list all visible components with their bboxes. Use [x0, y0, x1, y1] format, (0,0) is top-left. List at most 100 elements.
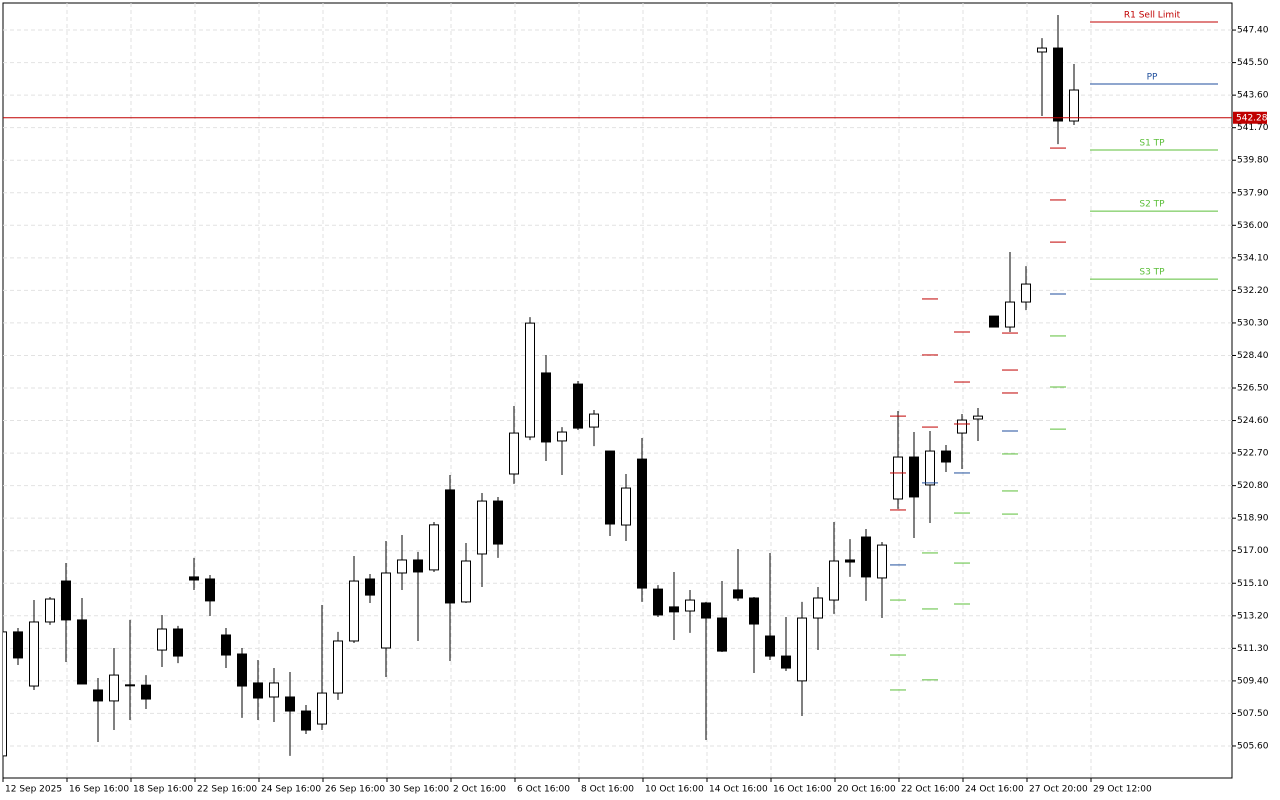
candle-body — [877, 544, 887, 579]
x-tick-label: 10 Oct 16:00 — [645, 785, 704, 795]
candle-body — [845, 559, 855, 563]
y-tick-label: 530.30 — [1237, 318, 1269, 328]
x-tick-label: 24 Sep 16:00 — [261, 785, 321, 795]
candle-body — [653, 588, 663, 616]
candle-body — [669, 606, 679, 613]
y-tick-label: 526.50 — [1237, 384, 1269, 394]
candle-body — [573, 383, 583, 429]
candle-body — [493, 500, 503, 545]
candle-body — [269, 682, 279, 698]
candle-body — [29, 621, 39, 687]
candle-body — [173, 628, 183, 657]
candle-body — [205, 578, 215, 602]
candle-body — [941, 450, 951, 463]
y-tick-label: 541.70 — [1237, 123, 1269, 133]
candle-body — [989, 315, 999, 328]
candle-body — [717, 617, 727, 652]
x-tick-label: 14 Oct 16:00 — [709, 785, 768, 795]
plot-frame — [2, 2, 1233, 779]
candle-body — [685, 599, 695, 612]
grid — [3, 3, 1232, 778]
candle-body — [3, 631, 7, 757]
candle-body — [621, 487, 631, 526]
y-tick-label: 511.30 — [1237, 644, 1269, 654]
candle-body — [589, 413, 599, 428]
y-tick-label: 517.00 — [1237, 546, 1269, 556]
candle-body — [1069, 89, 1079, 122]
candle-body — [45, 598, 55, 623]
x-tick-label: 27 Oct 20:00 — [1029, 785, 1088, 795]
candle-body — [77, 619, 87, 685]
candle-body — [333, 640, 343, 694]
candle-body — [525, 322, 535, 438]
candle-body — [909, 456, 919, 498]
candle-body — [125, 684, 135, 687]
candle-body — [237, 653, 247, 687]
candle-body — [477, 500, 487, 555]
candle-body — [781, 655, 791, 669]
candle-body — [893, 456, 903, 500]
x-tick-label: 26 Sep 16:00 — [325, 785, 385, 795]
y-tick-label: 515.10 — [1237, 579, 1269, 589]
x-tick-label: 6 Oct 16:00 — [517, 785, 570, 795]
candle-body — [317, 692, 327, 725]
current-price-label: 542.28 — [1236, 113, 1268, 123]
y-tick-label: 507.50 — [1237, 709, 1269, 719]
y-tick-label: 505.60 — [1237, 741, 1269, 751]
y-tick-label: 545.50 — [1237, 58, 1269, 68]
x-tick-label: 2 Oct 16:00 — [453, 785, 506, 795]
x-tick-label: 8 Oct 16:00 — [581, 785, 634, 795]
candle-body — [301, 710, 311, 731]
candle-body — [765, 635, 775, 657]
candle-body — [957, 419, 967, 434]
candle-body — [61, 580, 71, 621]
candle-body — [925, 450, 935, 486]
target-label: S3 TP — [1139, 268, 1165, 278]
candle-body — [829, 560, 839, 601]
current-price-box — [1233, 111, 1267, 124]
y-tick-label: 547.40 — [1237, 26, 1269, 36]
candle-body — [445, 489, 455, 604]
x-tick-label: 18 Sep 16:00 — [133, 785, 193, 795]
y-tick-label: 543.60 — [1237, 91, 1269, 101]
candle-body — [557, 431, 567, 442]
candle-body — [813, 597, 823, 619]
target-label: R1 Sell Limit — [1124, 11, 1181, 21]
candle-body — [973, 415, 983, 420]
candle-body — [861, 536, 871, 578]
y-tick-label: 536.00 — [1237, 221, 1269, 231]
x-tick-label: 22 Sep 16:00 — [197, 785, 257, 795]
y-tick-label: 539.80 — [1237, 156, 1269, 166]
candle-body — [637, 458, 647, 589]
target-label: PP — [1147, 73, 1158, 83]
candle-body — [429, 524, 439, 571]
target-label: S2 TP — [1139, 200, 1165, 210]
marks: R1 Sell Limit PP S1 TP S2 TP S3 TP — [3, 11, 1232, 757]
x-tick-label: 29 Oct 12:00 — [1093, 785, 1152, 795]
y-tick-label: 532.20 — [1237, 286, 1269, 296]
candle-body — [1037, 47, 1047, 53]
candle-body — [141, 684, 151, 700]
candle-body — [221, 634, 231, 656]
candle-body — [413, 559, 423, 573]
candle-body — [381, 572, 391, 649]
x-tick-label: 22 Oct 16:00 — [901, 785, 960, 795]
candle-body — [349, 580, 359, 642]
candle-body — [1005, 301, 1015, 328]
candle-body — [157, 628, 167, 651]
x-tick-label: 16 Oct 16:00 — [773, 785, 832, 795]
candle-body — [365, 578, 375, 596]
y-tick-label: 534.10 — [1237, 253, 1269, 263]
candle-body — [733, 589, 743, 599]
candle-body — [701, 602, 711, 619]
axis: 505.60 507.50 509.40 511.30 513.20 515.10 517.… — [2, 26, 1269, 795]
y-tick-label: 522.70 — [1237, 449, 1269, 459]
candle-body — [605, 450, 615, 525]
candle-body — [541, 372, 551, 443]
candle-body — [1053, 47, 1063, 122]
x-tick-label: 24 Oct 16:00 — [965, 785, 1024, 795]
y-tick-label: 518.90 — [1237, 514, 1269, 524]
x-tick-label: 16 Sep 16:00 — [69, 785, 129, 795]
candle-body — [285, 696, 295, 712]
